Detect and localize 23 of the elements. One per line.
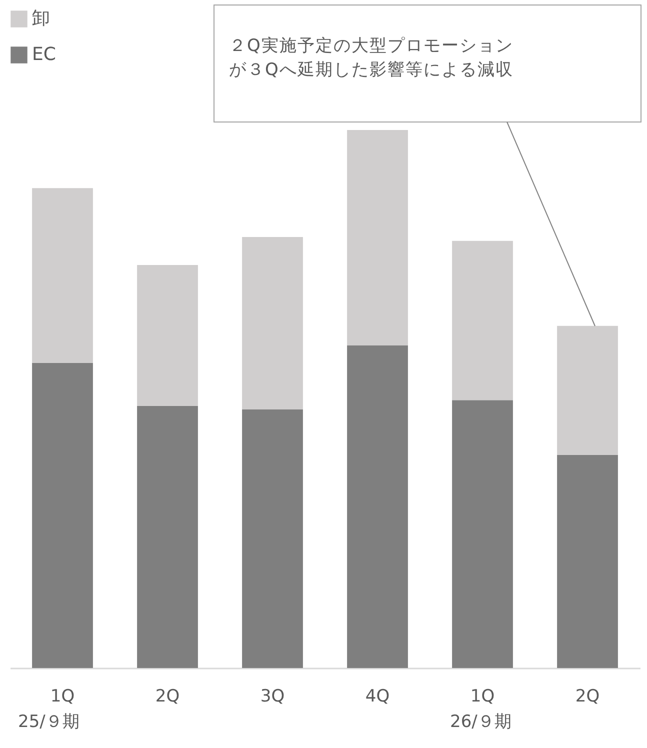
bar	[557, 326, 618, 455]
bar	[452, 240, 513, 400]
x-tick-label: 1Q	[470, 686, 495, 706]
bar	[347, 130, 408, 346]
text: 25/９期	[18, 711, 80, 733]
x-tick-label: 2Q	[575, 686, 600, 706]
x-tick-label: 1Q	[50, 686, 75, 706]
legend-label: EC	[32, 44, 56, 65]
bar	[242, 409, 303, 668]
text: 26/９期	[450, 711, 512, 733]
bar	[452, 400, 513, 668]
bar	[32, 188, 93, 363]
x-tick-label: 3Q	[260, 686, 285, 706]
bar	[32, 362, 93, 668]
x-tick-label: 4Q	[365, 686, 390, 706]
bar	[137, 265, 198, 406]
bar	[347, 345, 408, 668]
bar	[242, 237, 303, 410]
legend-label: 卸	[32, 8, 50, 29]
bar	[137, 406, 198, 668]
bar	[557, 454, 618, 668]
x-tick-label: 2Q	[155, 686, 180, 706]
callout: ２Q実施予定の大型プロモーションが３Qへ延期した影響等による減収	[213, 4, 642, 328]
